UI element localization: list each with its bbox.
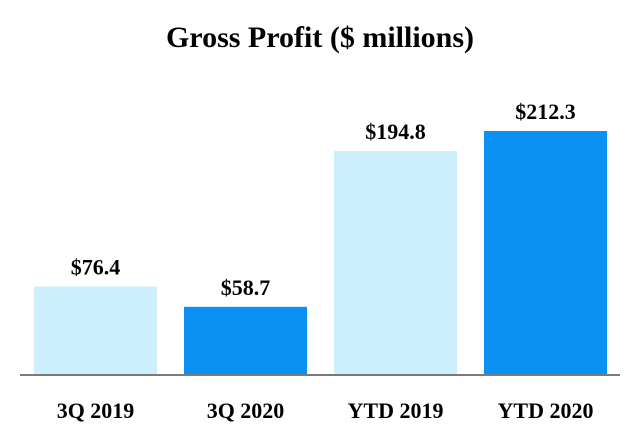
bar-3q-2019: [34, 286, 157, 374]
bar-ytd-2019: [334, 151, 457, 374]
tick-label-group: 3Q 2019 3Q 2020 YTD 2019 YTD 2020: [57, 398, 594, 423]
chart-title: Gross Profit ($ millions): [166, 21, 474, 54]
x-tick-label: 3Q 2019: [57, 398, 135, 423]
x-tick-label: 3Q 2020: [207, 398, 285, 423]
data-label: $212.3: [515, 99, 576, 124]
data-label: $58.7: [221, 275, 271, 300]
data-label: $194.8: [365, 119, 426, 144]
data-label-group: $76.4 $58.7 $194.8 $212.3: [71, 99, 576, 300]
bar-group: [34, 131, 607, 374]
x-tick-label: YTD 2020: [498, 398, 594, 423]
bar-ytd-2020: [484, 131, 607, 374]
x-tick-label: YTD 2019: [348, 398, 444, 423]
data-label: $76.4: [71, 255, 121, 280]
bar-3q-2020: [184, 306, 307, 374]
